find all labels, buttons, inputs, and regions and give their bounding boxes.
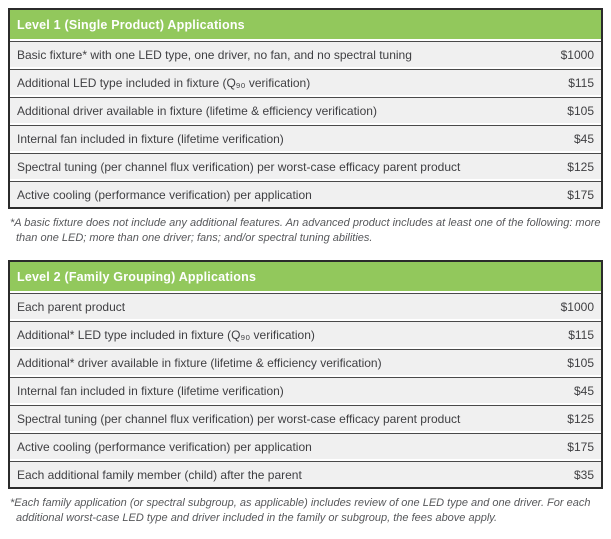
table-row: Internal fan included in fixture (lifeti… xyxy=(10,125,601,151)
row-price: $105 xyxy=(567,355,594,370)
level2-footnote: *Each family application (or spectral su… xyxy=(10,497,591,524)
level2-table-header: Level 2 (Family Grouping) Applications xyxy=(10,262,601,291)
row-price: $1000 xyxy=(560,299,594,314)
row-description: Basic fixture* with one LED type, one dr… xyxy=(17,47,412,62)
table-row: Basic fixture* with one LED type, one dr… xyxy=(10,41,601,67)
level1-footnote: *A basic fixture does not include any ad… xyxy=(10,217,601,244)
row-price: $115 xyxy=(568,327,594,342)
row-price: $175 xyxy=(567,187,594,202)
row-price: $45 xyxy=(573,131,594,146)
table-row: Active cooling (performance verification… xyxy=(10,181,601,207)
row-description: Spectral tuning (per channel flux verifi… xyxy=(17,411,461,426)
row-description: Additional LED type included in fixture … xyxy=(17,75,311,90)
row-description: Active cooling (performance verification… xyxy=(17,439,312,454)
table-row: Internal fan included in fixture (lifeti… xyxy=(10,377,601,403)
table-row: Additional* LED type included in fixture… xyxy=(10,321,601,347)
row-price: $125 xyxy=(567,411,594,426)
level2-table: Level 2 (Family Grouping) Applications E… xyxy=(8,260,603,489)
row-price: $105 xyxy=(567,103,594,118)
table-row: Spectral tuning (per channel flux verifi… xyxy=(10,153,601,179)
row-price: $175 xyxy=(567,439,594,454)
table-row: Each parent product $1000 xyxy=(10,293,601,319)
row-price: $1000 xyxy=(560,47,594,62)
table-row: Active cooling (performance verification… xyxy=(10,433,601,459)
row-description: Internal fan included in fixture (lifeti… xyxy=(17,383,284,398)
row-price: $125 xyxy=(567,159,594,174)
row-description: Each additional family member (child) af… xyxy=(17,467,302,482)
level1-table: Level 1 (Single Product) Applications Ba… xyxy=(8,8,603,209)
row-description: Additional* driver available in fixture … xyxy=(17,355,382,370)
row-description: Each parent product xyxy=(17,299,126,314)
row-description: Additional driver available in fixture (… xyxy=(17,103,377,118)
row-description: Additional* LED type included in fixture… xyxy=(17,327,315,342)
row-price: $35 xyxy=(573,467,594,482)
row-price: $115 xyxy=(568,75,594,90)
row-price: $45 xyxy=(573,383,594,398)
table-row: Additional LED type included in fixture … xyxy=(10,69,601,95)
row-description: Spectral tuning (per channel flux verifi… xyxy=(17,159,461,174)
table-row: Each additional family member (child) af… xyxy=(10,461,601,487)
row-description: Internal fan included in fixture (lifeti… xyxy=(17,131,284,146)
table-row: Spectral tuning (per channel flux verifi… xyxy=(10,405,601,431)
table-row: Additional* driver available in fixture … xyxy=(10,349,601,375)
table-row: Additional driver available in fixture (… xyxy=(10,97,601,123)
row-description: Active cooling (performance verification… xyxy=(17,187,312,202)
level1-table-header: Level 1 (Single Product) Applications xyxy=(10,10,601,39)
